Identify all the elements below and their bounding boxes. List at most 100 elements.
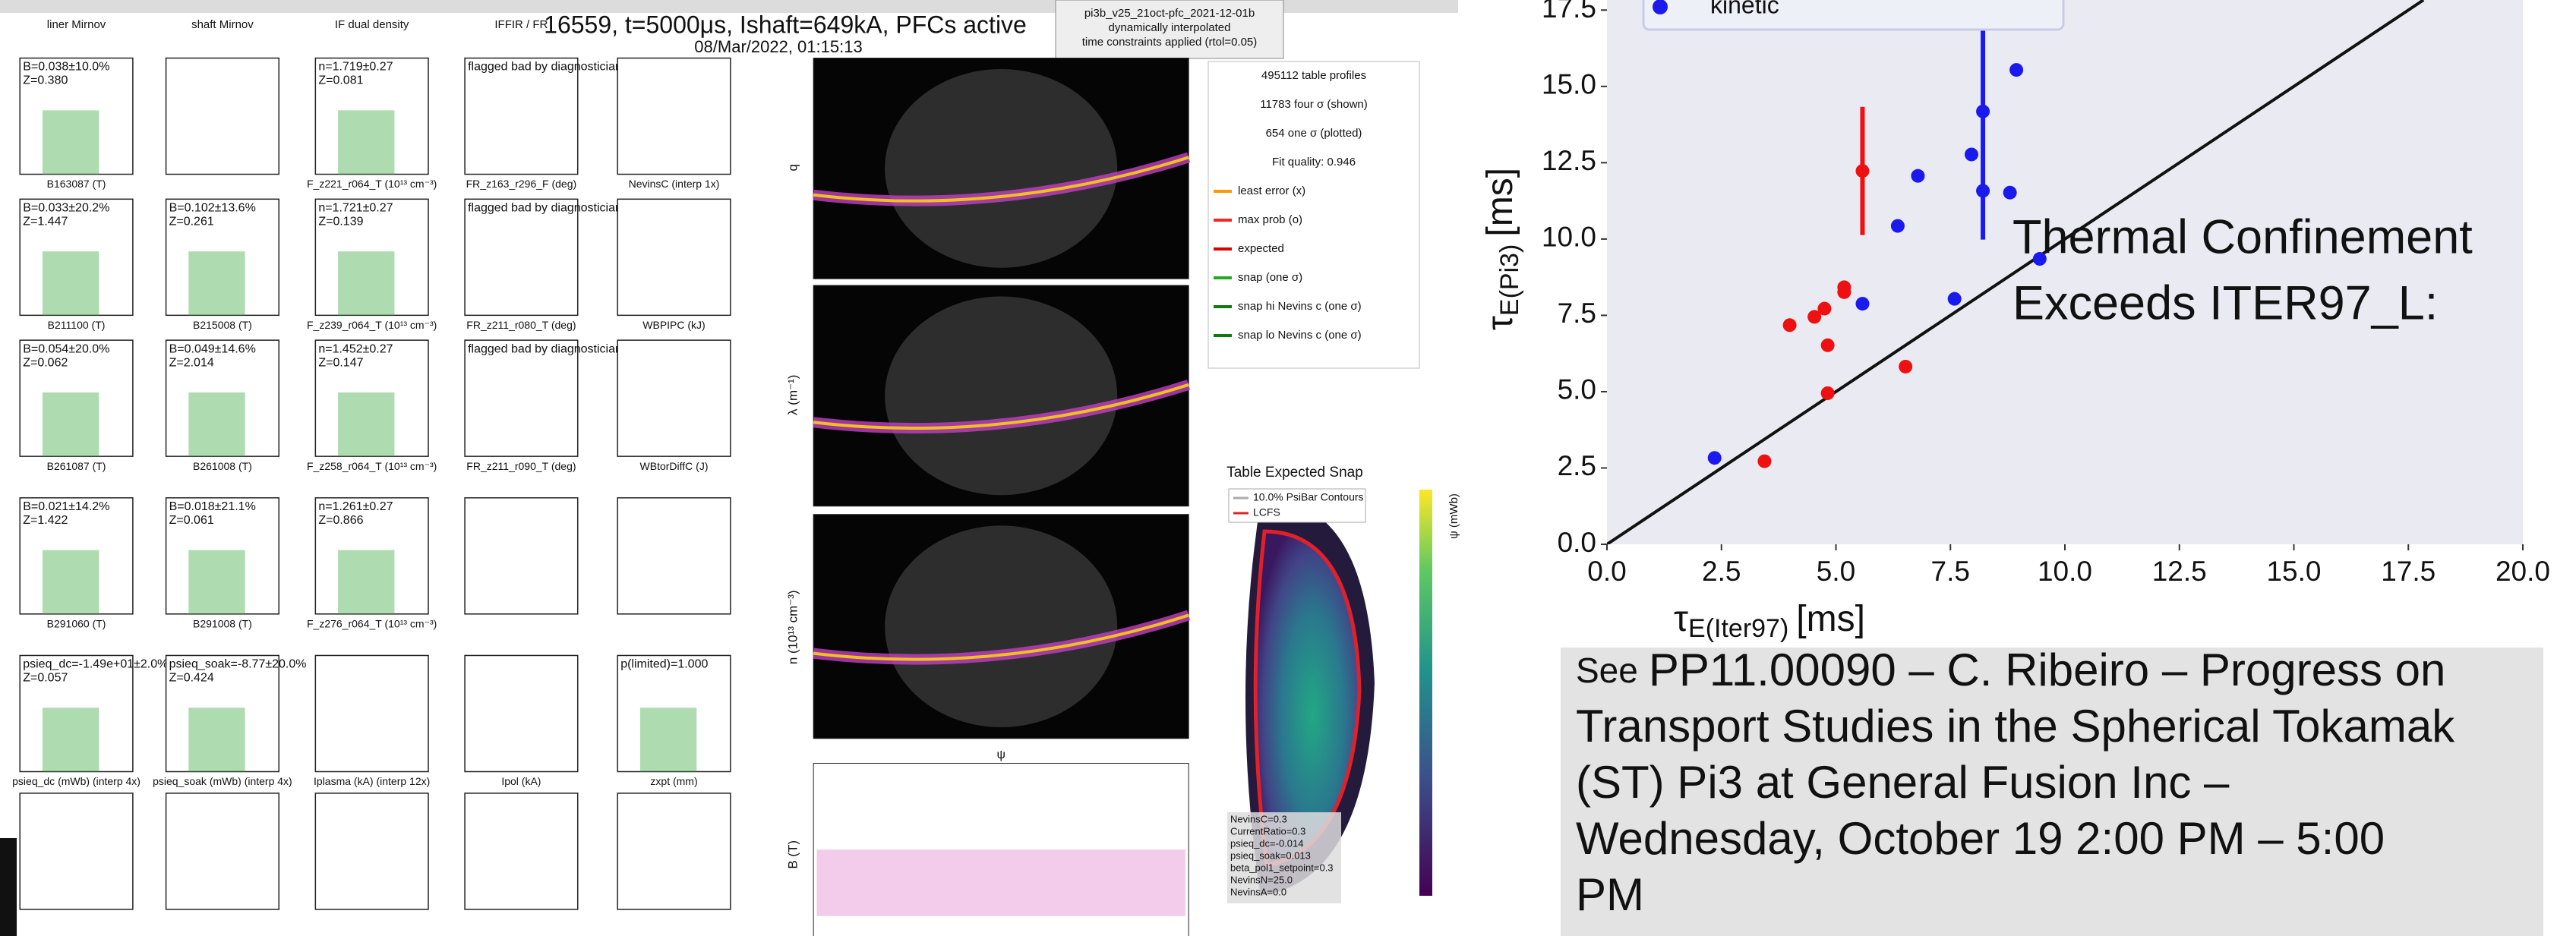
subplot-xlabel: F_z276_r064_T (10¹³ cm⁻³)	[307, 618, 437, 630]
axis-label: τE(Iter97) [ms]	[1674, 599, 1865, 643]
subplot-note: flagged bad by diagnostician	[468, 202, 622, 215]
x-tick-label: 10.0	[2038, 556, 2092, 587]
subplot-frame	[464, 654, 579, 773]
profile-shade	[885, 69, 1118, 268]
column-title: IF dual density	[335, 18, 409, 31]
subplot-xlabel: WBPIPC (kJ)	[642, 319, 705, 331]
point	[1855, 297, 1870, 311]
profile-mean	[813, 383, 1189, 430]
subplot-frame	[19, 654, 134, 773]
subplot-note: n=1.261±0.27	[318, 500, 393, 513]
axis-label-part: τ	[1674, 599, 1688, 639]
subplot-frame	[165, 497, 279, 615]
profile-noise	[816, 849, 1185, 916]
point	[1899, 359, 1913, 373]
subplot-fill	[338, 550, 395, 614]
subplot-note: flagged bad by diagnostician	[468, 342, 622, 355]
axis-label: τE(Pi3) [ms]	[1480, 168, 1524, 330]
subplot-fill	[338, 110, 395, 175]
profile-legend-entry: snap (one σ)	[1238, 271, 1302, 284]
subplot-note: psieq_dc=-1.49e+01±2.0%	[23, 658, 168, 671]
subplot-frame	[165, 654, 279, 773]
legend-entry: kinetic	[1710, 0, 1779, 18]
axis-label-part: E(Iter97)	[1688, 614, 1788, 643]
run-box-line: time constraints applied (rtol=0.05)	[1082, 36, 1258, 49]
subplot-note: flagged bad by diagnostician	[468, 61, 622, 74]
subplot-fill	[338, 392, 395, 457]
figure-title: 16559, t=5000μs, Ishaft=649kA, PFCs acti…	[544, 11, 1027, 38]
snap-legend-box	[1228, 488, 1366, 523]
subplot-frame	[464, 198, 579, 317]
profile-legend-entry: snap lo Nevins c (one σ)	[1238, 329, 1362, 342]
profile-ylabel: n (10¹³ cm⁻³)	[785, 590, 800, 664]
snap-info-line: NevinsN=25.0	[1230, 874, 1293, 885]
subplot-frame	[165, 793, 279, 910]
subplot-fill	[42, 550, 99, 614]
colorbar	[1419, 490, 1432, 896]
subplot-note: n=1.721±0.27	[318, 202, 393, 215]
y-tick-label: 17.5	[1542, 0, 1596, 24]
point	[1837, 285, 1852, 299]
axis-label-part: [ms]	[1796, 599, 1865, 639]
profile-ylabel: q	[785, 164, 800, 171]
subplot-note: Z=1.422	[23, 514, 68, 527]
profile-mean	[813, 156, 1189, 203]
subplot-xlabel: B261087 (T)	[47, 460, 106, 472]
run-box-line: pi3b_v25_21oct-pfc_2021-12-01b	[1084, 7, 1255, 20]
subplot-xlabel: B215008 (T)	[193, 319, 252, 331]
profile-legend-entry: Fit quality: 0.946	[1272, 156, 1356, 169]
annotation: Thermal Confinement	[2012, 211, 2473, 264]
subplot-frame	[464, 339, 579, 457]
subplot-xlabel: zxpt (mm)	[650, 775, 697, 787]
x-tick-label: 17.5	[2381, 556, 2436, 587]
subplot-note: n=1.452±0.27	[318, 342, 393, 355]
subplot-note: Z=0.380	[23, 74, 68, 87]
subplot-note: Z=0.261	[169, 216, 214, 228]
point	[2003, 185, 2017, 200]
snap-legend-entry: LCFS	[1253, 506, 1280, 518]
x-tick-label: 20.0	[2496, 556, 2550, 587]
x-tick-label: 0.0	[1587, 556, 1626, 587]
legend-marker	[1653, 0, 1668, 14]
subplot-frame	[314, 497, 429, 615]
subplot-frame	[314, 654, 429, 773]
subplot-frame	[617, 497, 731, 615]
subplot-frame	[314, 793, 429, 910]
point	[1976, 104, 1990, 118]
y-tick-label: 12.5	[1542, 145, 1596, 176]
subplot-xlabel: B163087 (T)	[47, 178, 106, 190]
snap-info-line: NevinsC=0.3	[1230, 813, 1287, 824]
edge-bar	[0, 838, 17, 936]
subplot-frame	[464, 497, 579, 615]
subplot-note: B=0.021±14.2%	[23, 500, 109, 513]
profile-shade	[885, 525, 1118, 728]
axis-label-part: [ms]	[1480, 168, 1520, 237]
subplot-frame	[617, 654, 731, 773]
subplot-fill	[338, 251, 395, 316]
subplot-note: Z=0.061	[169, 514, 214, 527]
point	[2009, 63, 2024, 77]
profile-xlabel: ψ	[996, 748, 1005, 761]
point	[1707, 451, 1722, 465]
run-box	[1055, 0, 1284, 59]
subplot-frame	[464, 793, 579, 910]
subplot-frame	[314, 57, 429, 175]
point	[1820, 386, 1835, 400]
note-line: PP11.00090 – C. Ribeiro – Progress on	[1649, 644, 2446, 695]
profile-legend-entry: 495112 table profiles	[1261, 69, 1366, 82]
x-tick-label: 5.0	[1817, 556, 1855, 587]
subplot-note: Z=0.866	[318, 514, 363, 527]
subplot-frame	[19, 497, 134, 615]
figure-date: 08/Mar/2022, 01:15:13	[694, 37, 862, 56]
subplot-xlabel: psieq_dc (mWb) (interp 4x)	[12, 775, 140, 787]
snap-title: Table Expected Snap	[1226, 465, 1363, 481]
subplot-note: B=0.018±21.1%	[169, 500, 256, 513]
profile-ylabel: B (T)	[785, 840, 800, 869]
subplot-xlabel: Ipol (kA)	[501, 775, 541, 787]
subplot-frame	[19, 339, 134, 457]
x-tick-label: 2.5	[1702, 556, 1741, 587]
subplot-note: Z=1.447	[23, 216, 68, 228]
subplot-fill	[188, 550, 245, 614]
subplot-note: Z=0.424	[169, 672, 214, 685]
point	[1890, 219, 1905, 233]
